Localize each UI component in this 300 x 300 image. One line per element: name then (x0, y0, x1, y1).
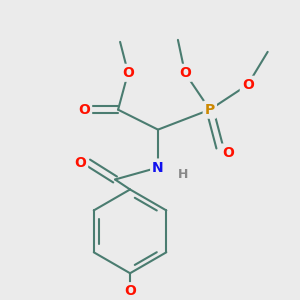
Text: O: O (242, 78, 254, 92)
Text: H: H (178, 168, 188, 181)
Text: O: O (122, 66, 134, 80)
Text: O: O (78, 103, 90, 117)
Text: N: N (152, 160, 164, 175)
Text: P: P (205, 103, 215, 117)
Text: O: O (222, 146, 234, 160)
Text: O: O (74, 155, 86, 170)
Text: O: O (179, 66, 191, 80)
Text: O: O (124, 284, 136, 298)
